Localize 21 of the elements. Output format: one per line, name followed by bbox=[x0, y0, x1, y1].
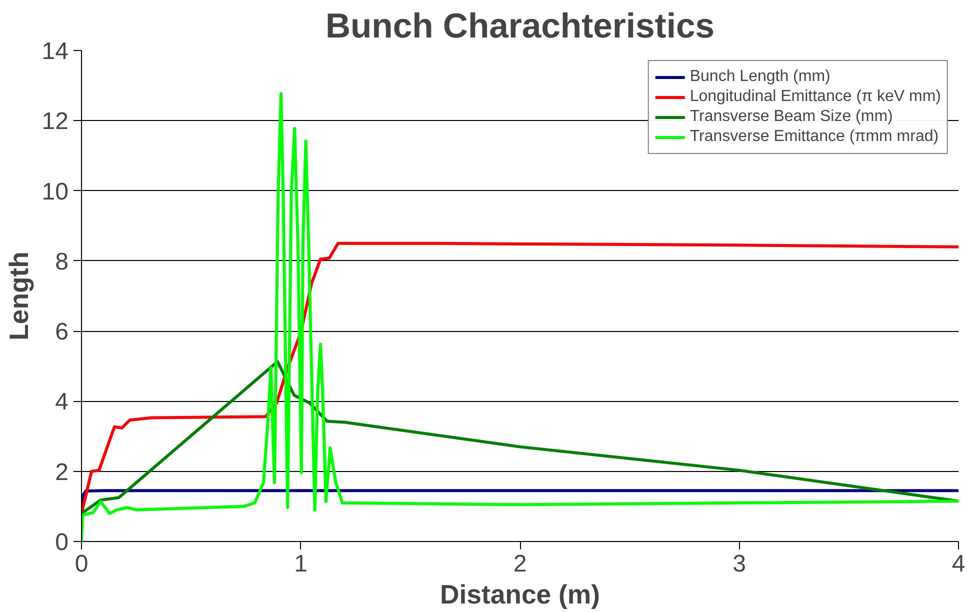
y-tick-label: 0 bbox=[55, 529, 69, 556]
y-tick-label: 6 bbox=[55, 318, 69, 346]
y-tick-label: 12 bbox=[42, 108, 69, 136]
chart-title: Bunch Charachteristics bbox=[325, 8, 715, 46]
y-tick-label: 14 bbox=[42, 38, 69, 65]
x-tick-label: 2 bbox=[513, 550, 527, 578]
y-tick-label: 2 bbox=[55, 458, 69, 486]
y-tick-label: 10 bbox=[42, 178, 69, 206]
line-series bbox=[82, 360, 958, 515]
x-axis-title: Distance (m) bbox=[440, 580, 600, 610]
x-tick-label: 1 bbox=[294, 550, 308, 578]
x-tick-label: 3 bbox=[732, 550, 746, 578]
x-tick-label: 4 bbox=[952, 550, 966, 578]
y-axis-title: Length bbox=[4, 252, 34, 340]
legend-label: Longitudinal Emittance (π keV mm) bbox=[690, 88, 941, 106]
legend-label: Transverse Emittance (πmm mrad) bbox=[690, 128, 939, 146]
legend-label: Bunch Length (mm) bbox=[690, 68, 830, 86]
y-tick-label: 8 bbox=[55, 248, 69, 276]
y-tick-label: 4 bbox=[55, 388, 69, 416]
x-tick-label: 0 bbox=[74, 550, 88, 578]
legend-label: Transverse Beam Size (mm) bbox=[690, 108, 893, 126]
